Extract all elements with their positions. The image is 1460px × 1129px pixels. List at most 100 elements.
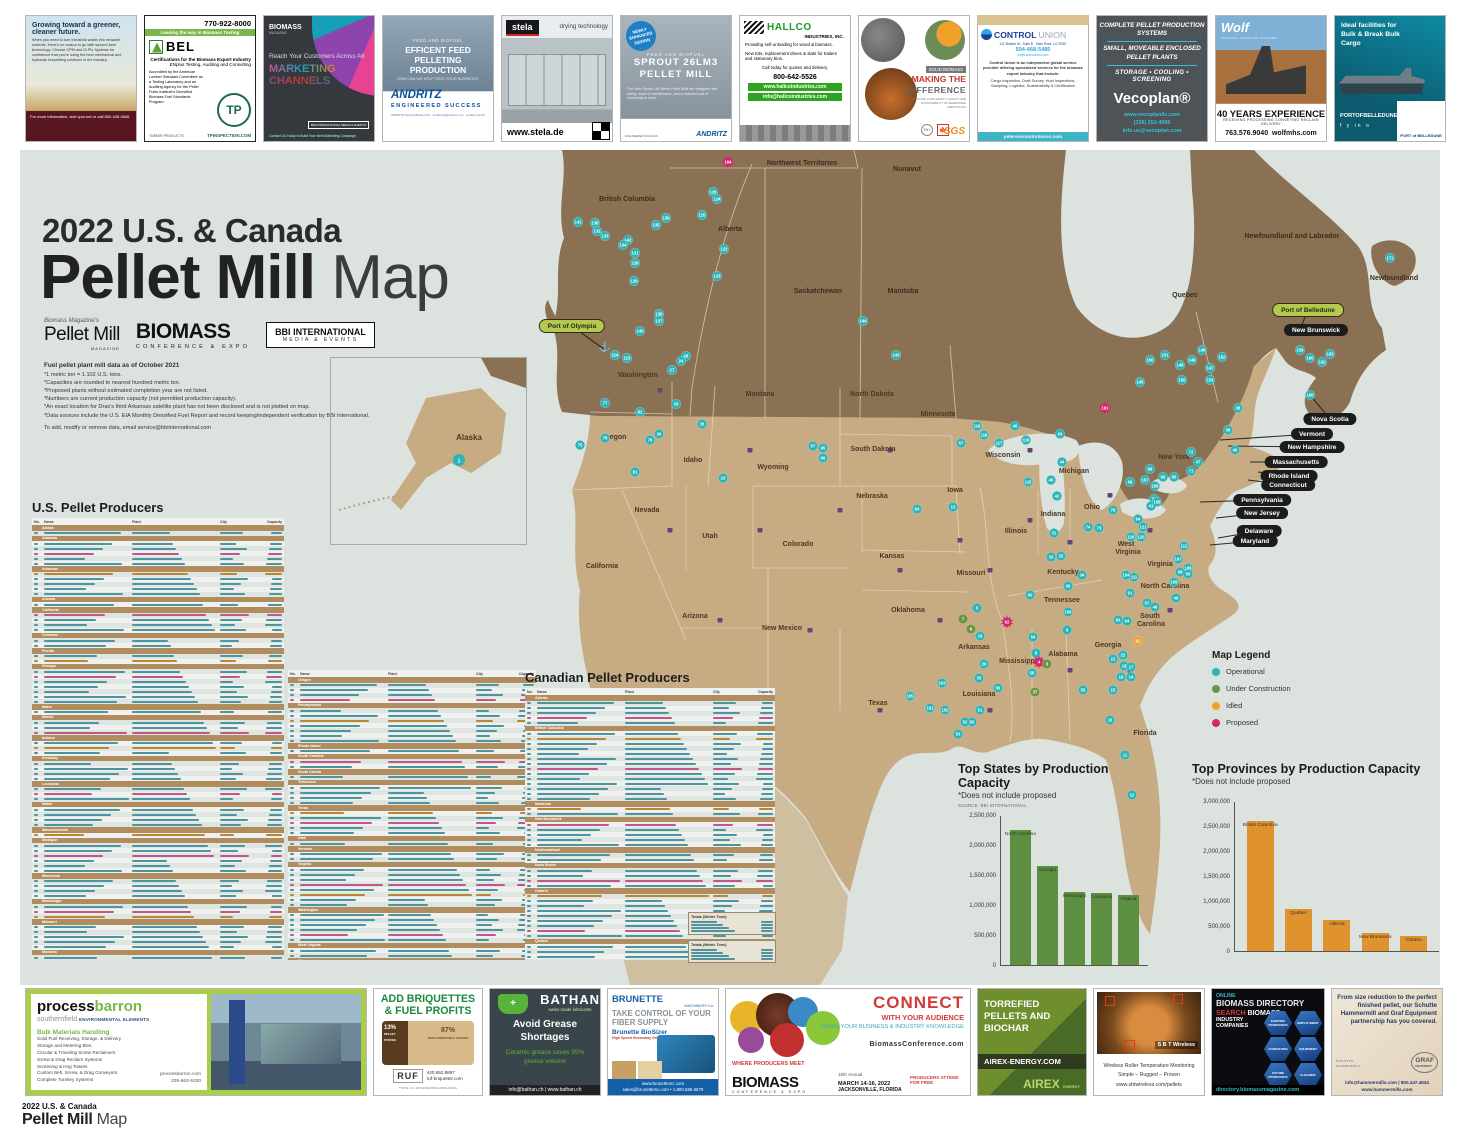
directory-hex[interactable]: EQUIPMENT xyxy=(1294,1037,1322,1061)
pellet-dot[interactable]: 93 xyxy=(1112,614,1124,626)
pellet-dot[interactable]: 37 xyxy=(1029,686,1041,698)
pellet-dot[interactable]: 18 xyxy=(1115,671,1127,683)
ad-link[interactable]: processbarron.com xyxy=(159,1071,201,1077)
pellet-dot[interactable]: 60 xyxy=(1024,589,1036,601)
ad-link[interactable]: PORTOFBELLEDUNE.CA xyxy=(1340,113,1408,119)
pellet-dot[interactable]: 6 xyxy=(965,623,977,635)
pellet-dot[interactable]: 66 xyxy=(1157,471,1169,483)
pellet-dot[interactable]: 152 xyxy=(1216,351,1228,363)
pellet-dot[interactable]: 147 xyxy=(1204,362,1216,374)
pellet-dot[interactable]: 157 xyxy=(1139,474,1151,486)
ad-link[interactable]: ruf-briquetter.com xyxy=(426,1076,463,1082)
ad-biomass-directory[interactable]: ONLINE BIOMASS DIRECTORY SEARCH BIOMASS … xyxy=(1211,988,1325,1096)
pellet-dot[interactable]: 121 xyxy=(1137,521,1149,533)
pellet-dot[interactable]: 91 xyxy=(1124,587,1136,599)
pellet-dot[interactable]: 128 xyxy=(629,257,641,269)
ad-port-belledune[interactable]: Ideal facilities for Bulk & Break Bulk C… xyxy=(1334,15,1446,142)
pellet-dot[interactable]: 95 xyxy=(817,442,829,454)
ad-contact[interactable]: info@bathan.ch | www.bathan.ch xyxy=(490,1085,600,1095)
directory-hex[interactable]: EMPLOYMENT xyxy=(1294,1011,1322,1035)
pellet-dot[interactable]: 62 xyxy=(1000,615,1014,629)
pellet-dot[interactable]: 11 xyxy=(1119,749,1131,761)
pellet-dot[interactable]: 75 xyxy=(574,439,586,451)
pellet-dot[interactable]: 55 xyxy=(1077,684,1089,696)
pellet-dot[interactable]: 171 xyxy=(1384,252,1396,264)
pellet-dot[interactable]: 67 xyxy=(955,437,967,449)
pellet-dot[interactable]: 105 xyxy=(904,690,916,702)
pellet-dot[interactable]: 103 xyxy=(936,677,948,689)
ad-stela[interactable]: stela drying technology www.stela.de xyxy=(501,15,613,142)
pellet-dot[interactable]: 148 xyxy=(1174,359,1186,371)
pellet-dot[interactable]: 156 xyxy=(1149,480,1161,492)
ad-vecoplan[interactable]: COMPLETE PELLET PRODUCTION SYSTEMS SMALL… xyxy=(1096,15,1208,142)
pellet-dot[interactable]: 47 xyxy=(1192,456,1204,468)
ad-bel[interactable]: 770-922-8000 Leading the way in Biomass … xyxy=(144,15,256,142)
pellet-dot[interactable]: 111 xyxy=(1128,571,1140,583)
ad-schutte-graf[interactable]: From size reduction to the perfect finis… xyxy=(1331,988,1443,1096)
pellet-dot[interactable]: 82 xyxy=(634,406,646,418)
pellet-dot[interactable]: 34 xyxy=(1076,569,1088,581)
directory-hex[interactable]: CONSULTING xyxy=(1264,1037,1292,1061)
pellet-dot[interactable]: 72 xyxy=(1185,446,1197,458)
pellet-dot[interactable]: 134 xyxy=(617,239,629,251)
pellet-dot[interactable]: 114 xyxy=(609,349,621,361)
pellet-dot[interactable]: 125 xyxy=(696,209,708,221)
pellet-dot[interactable]: 150 xyxy=(1144,354,1156,366)
pellet-dot[interactable]: 112 xyxy=(1178,540,1190,552)
pellet-dot[interactable]: 97 xyxy=(807,440,819,452)
pellet-dot[interactable]: 20 xyxy=(978,658,990,670)
ad-link[interactable]: directory.biomassmagazine.com xyxy=(1212,1085,1324,1095)
pellet-dot[interactable]: 107 xyxy=(1172,553,1184,565)
pellet-dot[interactable]: 137 xyxy=(653,315,665,327)
pellet-dot[interactable]: 30 xyxy=(653,428,665,440)
pellet-dot[interactable]: 69 xyxy=(1144,463,1156,475)
ad-link[interactable]: www.hammermills.com xyxy=(1361,1086,1413,1092)
pellet-dot[interactable]: 155 xyxy=(1176,374,1188,386)
social-icons[interactable]: f y in o xyxy=(1340,123,1371,129)
ad-link[interactable]: www.hallcoindustries.com xyxy=(748,82,842,91)
pellet-dot[interactable]: 17 xyxy=(1125,661,1137,673)
pellet-dot[interactable]: 51 xyxy=(974,704,986,716)
pellet-dot[interactable]: 14 xyxy=(1125,671,1137,683)
pellet-dot[interactable]: 12 xyxy=(1126,789,1138,801)
pellet-dot[interactable]: 39 xyxy=(1222,424,1234,436)
pellet-dot[interactable]: 122 xyxy=(718,243,730,255)
pellet-dot[interactable]: 153 xyxy=(1204,374,1216,386)
pellet-dot[interactable]: 79 xyxy=(1107,504,1119,516)
pellet-dot[interactable]: 54 xyxy=(1027,631,1039,643)
pellet-dot[interactable]: 101 xyxy=(924,702,936,714)
pellet-dot[interactable]: 45 xyxy=(1045,474,1057,486)
pellet-dot[interactable]: 110 xyxy=(1125,531,1137,543)
directory-hex[interactable]: FUTURE PRODUCERS xyxy=(1264,1063,1292,1087)
pellet-dot[interactable]: 149 xyxy=(1186,354,1198,366)
ad-link[interactable]: wolfmhs.com xyxy=(1271,130,1317,137)
pellet-dot[interactable]: 108 xyxy=(1168,576,1180,588)
pellet-dot[interactable]: 68 xyxy=(1124,476,1136,488)
pellet-dot[interactable]: 57 xyxy=(1141,597,1153,609)
pellet-dot[interactable]: 118 xyxy=(978,429,990,441)
ad-ruf[interactable]: ADD BRIQUETTES & FUEL PROFITS 13% PELLET S… xyxy=(373,988,483,1096)
pellet-dot[interactable]: 94 xyxy=(1121,615,1133,627)
pellet-dot[interactable]: 40 xyxy=(1229,444,1241,456)
pellet-dot[interactable]: 160 xyxy=(1304,352,1316,364)
ad-wolf[interactable]: Wolf MATERIAL HANDLING SYSTEMS 40 YEARS … xyxy=(1215,15,1327,142)
pellet-dot[interactable]: 21 xyxy=(1107,653,1119,665)
pellet-dot[interactable]: 38 xyxy=(1232,402,1244,414)
pellet-dot[interactable]: 61 xyxy=(1132,635,1144,647)
ad-andritz-feed[interactable]: FEED AND BIOFUEL EFFICENT FEED PELLETING… xyxy=(382,15,494,142)
ad-brunette[interactable]: BRUNETTE MACHINERY Co. TAKE CONTROL OF Y… xyxy=(607,988,719,1096)
directory-hex[interactable]: EXISTING PRODUCERS xyxy=(1264,1011,1292,1035)
pellet-dot[interactable]: 8 xyxy=(1030,647,1042,659)
pellet-dot[interactable]: 52 xyxy=(959,716,971,728)
pellet-dot[interactable]: 141 xyxy=(572,216,584,228)
ad-email[interactable]: cu@controlunion.com xyxy=(1017,53,1049,57)
ad-sprout-pellet-mill[interactable]: NEWLY ENHANCED DESIGN FEED AND BIOFUEL S… xyxy=(620,15,732,142)
directory-hex[interactable]: CLEANING xyxy=(1294,1063,1322,1087)
pellet-dot[interactable]: 63 xyxy=(911,503,923,515)
pellet-dot[interactable]: 26 xyxy=(696,418,708,430)
pellet-dot[interactable]: 123 xyxy=(711,270,723,282)
ad-biomass-conference[interactable]: CONNECT WITH YOUR AUDIENCE GROW YOUR BUS… xyxy=(725,988,971,1096)
pellet-dot[interactable]: 132 xyxy=(591,225,603,237)
pellet-dot[interactable]: 77 xyxy=(599,397,611,409)
pellet-dot[interactable]: 43 xyxy=(1054,428,1066,440)
